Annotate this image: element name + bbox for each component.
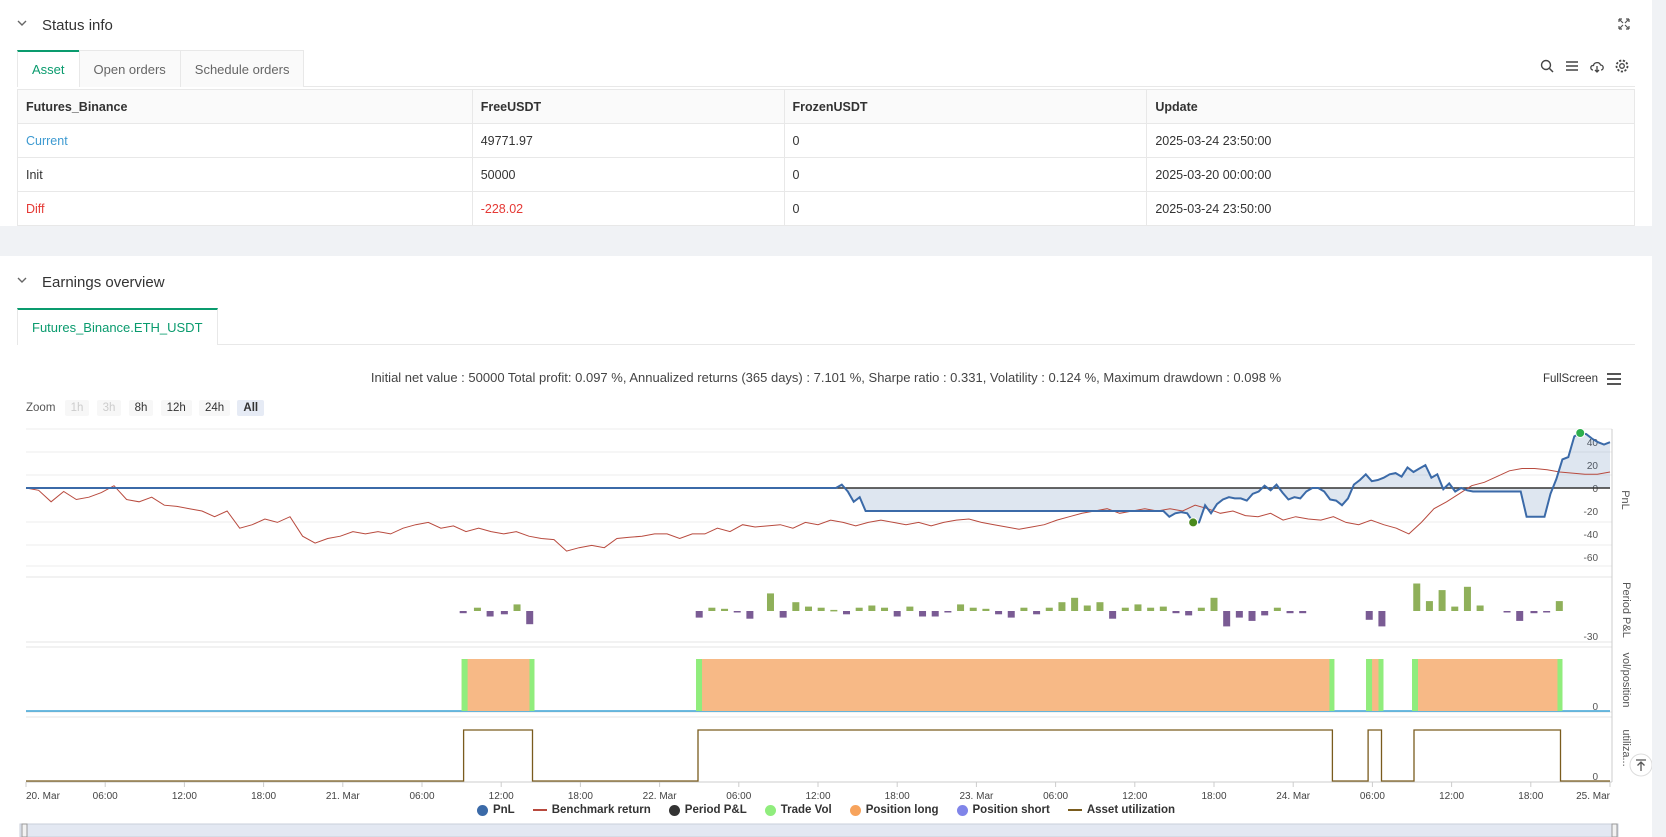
summary-text: Initial net value : 50000 Total profit: … [370, 370, 1282, 385]
zoom-12h-button[interactable]: 12h [160, 400, 192, 416]
earnings-panel: Earnings overview Futures_Binance.ETH_US… [0, 256, 1652, 837]
tab-open-orders[interactable]: Open orders [78, 50, 181, 87]
cloud-download-icon[interactable] [1589, 58, 1605, 74]
chart-legend: PnL Benchmark return Period P&L Trade Vo… [0, 804, 1652, 816]
gear-icon[interactable] [1614, 58, 1630, 74]
col-header-free: FreeUSDT [471, 89, 785, 124]
earnings-panel-header[interactable]: Earnings overview [0, 256, 1652, 308]
earnings-tabs: Futures_Binance.ETH_USDT [17, 308, 1635, 345]
chevron-down-icon[interactable] [16, 17, 32, 33]
zoom-label: Zoom [26, 402, 56, 414]
table-header-row: Futures_Binance FreeUSDT FrozenUSDT Upda… [17, 89, 1635, 124]
col-header-update: Update [1146, 89, 1635, 124]
table-row: Current 49771.97 0 2025-03-24 23:50:00 [17, 123, 1635, 158]
trade-vol-dot-icon [764, 804, 776, 816]
status-panel-header[interactable]: Status info [0, 0, 1652, 50]
legend-item-position-long[interactable]: Position long [849, 804, 939, 816]
zoom-3h-button[interactable]: 3h [96, 400, 122, 416]
zoom-8h-button[interactable]: 8h [128, 400, 154, 416]
period-pnl-dot-icon [668, 804, 680, 816]
legend-item-benchmark[interactable]: Benchmark return [532, 804, 651, 816]
col-header-exchange: Futures_Binance [17, 89, 473, 124]
position-long-dot-icon [849, 804, 861, 816]
position-short-dot-icon [956, 804, 968, 816]
cell-update: 2025-03-20 00:00:00 [1146, 157, 1635, 192]
col-header-frozen: FrozenUSDT [783, 89, 1148, 124]
chevron-down-icon[interactable] [16, 274, 32, 290]
tab-futures-eth-usdt[interactable]: Futures_Binance.ETH_USDT [17, 308, 218, 345]
table-toolbar [1539, 58, 1630, 74]
tab-asset[interactable]: Asset [17, 50, 80, 87]
status-title: Status info [42, 16, 113, 34]
asset-utilization-line-icon [1067, 809, 1082, 811]
cell-frozen: 0 [783, 191, 1148, 226]
cell-free: -228.02 [471, 191, 785, 226]
table-row: Init 50000 0 2025-03-20 00:00:00 [17, 157, 1635, 192]
legend-item-trade-vol[interactable]: Trade Vol [764, 804, 832, 816]
legend-item-period-pnl[interactable]: Period P&L [668, 804, 747, 816]
legend-item-pnl[interactable]: PnL [476, 804, 515, 816]
legend-item-asset-utilization[interactable]: Asset utilization [1067, 804, 1175, 816]
pnl-dot-icon [476, 804, 488, 816]
cell-frozen: 0 [783, 157, 1148, 192]
list-icon[interactable] [1564, 58, 1580, 74]
menu-icon[interactable] [1606, 372, 1622, 389]
cell-update: 2025-03-24 23:50:00 [1146, 191, 1635, 226]
row-label-init: Init [17, 157, 473, 192]
row-label-current[interactable]: Current [17, 123, 473, 158]
zoom-24h-button[interactable]: 24h [199, 400, 231, 416]
table-row: Diff -228.02 0 2025-03-24 23:50:00 [17, 191, 1635, 226]
cell-frozen: 0 [783, 123, 1148, 158]
asset-table: Futures_Binance FreeUSDT FrozenUSDT Upda… [17, 89, 1635, 226]
benchmark-line-icon [532, 809, 547, 811]
fullscreen-button[interactable]: FullScreen [1543, 373, 1598, 385]
tab-schedule-orders[interactable]: Schedule orders [179, 50, 305, 87]
cell-free: 50000 [471, 157, 785, 192]
legend-item-position-short[interactable]: Position short [956, 804, 1050, 816]
collapse-icon[interactable] [1618, 17, 1630, 34]
row-label-diff: Diff [17, 191, 473, 226]
zoom-1h-button[interactable]: 1h [64, 400, 90, 416]
status-panel: Status info Asset Open orders Schedule o… [0, 0, 1652, 226]
zoom-all-button[interactable]: All [237, 400, 265, 416]
search-icon[interactable] [1539, 58, 1555, 74]
status-tabs: Asset Open orders Schedule orders [17, 50, 1635, 87]
cell-free: 49771.97 [471, 123, 785, 158]
earnings-title: Earnings overview [42, 273, 165, 291]
cell-update: 2025-03-24 23:50:00 [1146, 123, 1635, 158]
zoom-bar: Zoom 1h 3h 8h 12h 24h All [26, 400, 268, 416]
